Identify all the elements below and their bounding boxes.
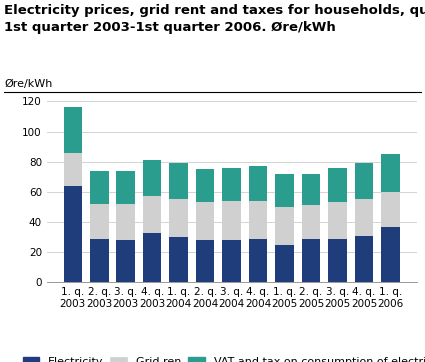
Text: Øre/kWh: Øre/kWh — [4, 79, 53, 89]
Bar — [275, 174, 294, 207]
Bar — [275, 207, 294, 245]
Bar — [196, 202, 215, 240]
Bar — [143, 196, 162, 233]
Bar — [222, 240, 241, 282]
Bar — [90, 204, 108, 239]
Bar — [302, 174, 320, 206]
Bar — [381, 154, 400, 192]
Bar — [196, 240, 215, 282]
Bar — [355, 163, 373, 199]
Bar — [64, 153, 82, 186]
Bar — [116, 171, 135, 204]
Bar — [170, 237, 188, 282]
Bar — [143, 160, 162, 196]
Bar — [328, 239, 347, 282]
Bar — [90, 171, 108, 204]
Bar — [170, 199, 188, 237]
Bar — [381, 227, 400, 282]
Bar — [116, 240, 135, 282]
Text: Electricity prices, grid rent and taxes for households, quarterly.
1st quarter 2: Electricity prices, grid rent and taxes … — [4, 4, 425, 34]
Bar — [249, 201, 267, 239]
Bar — [64, 186, 82, 282]
Bar — [249, 166, 267, 201]
Bar — [381, 192, 400, 227]
Legend: Electricity, Grid ren, VAT and tax on consumption of electricity: Electricity, Grid ren, VAT and tax on co… — [23, 357, 425, 362]
Bar — [355, 236, 373, 282]
Bar — [302, 206, 320, 239]
Bar — [222, 168, 241, 201]
Bar — [249, 239, 267, 282]
Bar — [143, 233, 162, 282]
Bar — [328, 202, 347, 239]
Bar — [90, 239, 108, 282]
Bar — [355, 199, 373, 236]
Bar — [328, 168, 347, 202]
Bar — [302, 239, 320, 282]
Bar — [196, 169, 215, 202]
Bar — [64, 108, 82, 153]
Bar — [275, 245, 294, 282]
Bar — [222, 201, 241, 240]
Bar — [116, 204, 135, 240]
Bar — [170, 163, 188, 199]
